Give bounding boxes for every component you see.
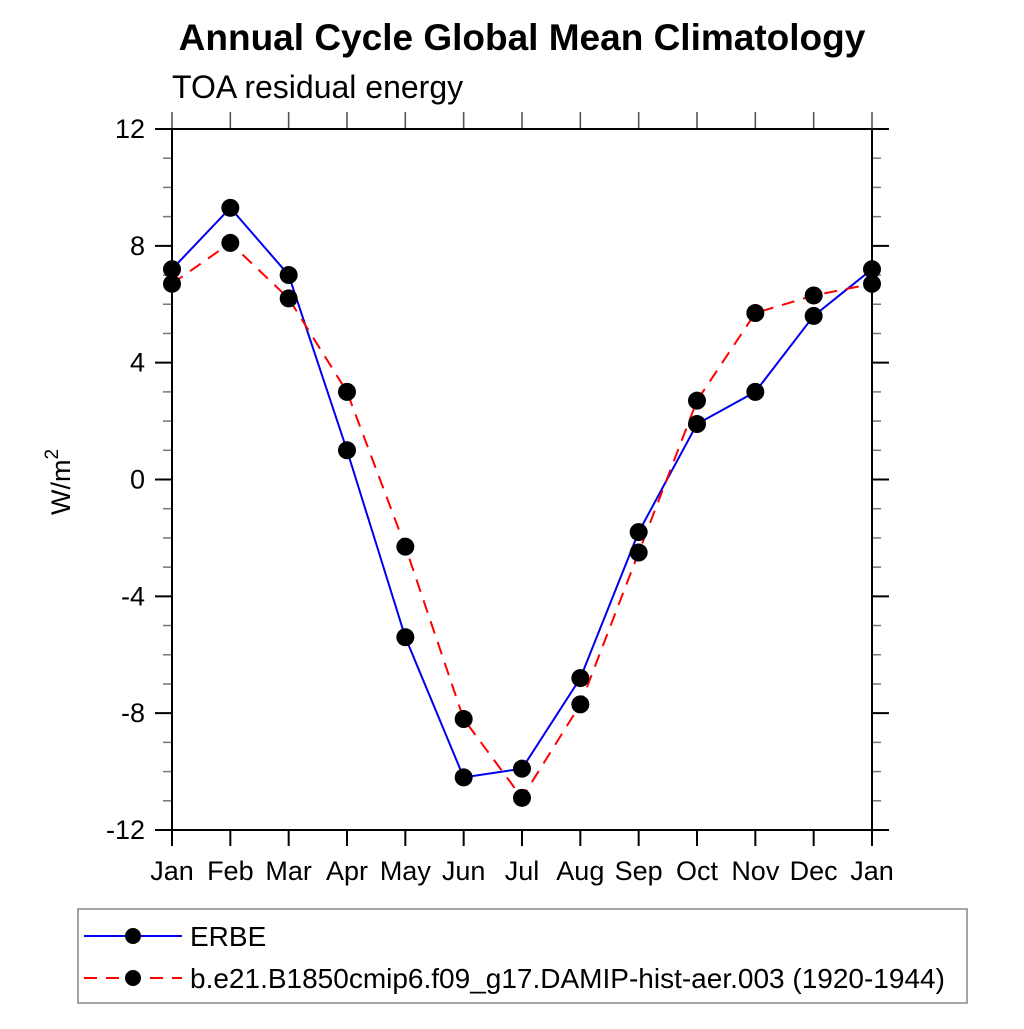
legend: ERBE b.e21.B1850cmip6.f09_g17.DAMIP-hist-… bbox=[77, 908, 968, 1004]
month-label: Oct bbox=[676, 856, 719, 886]
month-label: Nov bbox=[731, 856, 780, 886]
plot-area: -12 -8 -4 0 4 8 12 Jan Feb Mar Apr May Jun Jul Aug Sep O… bbox=[106, 112, 894, 886]
month-label: Dec bbox=[790, 856, 838, 886]
month-label: Jun bbox=[442, 856, 486, 886]
chart-subtitle: TOA residual energy bbox=[172, 69, 463, 105]
data-point bbox=[688, 415, 706, 434]
data-point bbox=[163, 274, 181, 293]
month-label: Aug bbox=[556, 856, 604, 886]
data-point bbox=[804, 306, 823, 325]
month-label: Jul bbox=[505, 856, 540, 886]
data-point bbox=[804, 286, 823, 305]
data-point bbox=[454, 710, 473, 729]
data-point bbox=[221, 233, 240, 252]
data-point bbox=[746, 382, 765, 401]
data-point bbox=[863, 260, 881, 279]
chart-title: Annual Cycle Global Mean Climatology bbox=[179, 17, 866, 58]
legend-marker bbox=[125, 928, 141, 944]
erbe-line bbox=[171, 206, 873, 779]
y-tick-label: 0 bbox=[130, 465, 145, 495]
data-point bbox=[396, 537, 415, 556]
data-point bbox=[629, 543, 648, 562]
y-tick-label: 8 bbox=[130, 231, 145, 261]
legend-label: ERBE bbox=[190, 921, 266, 952]
data-point bbox=[513, 788, 531, 807]
data-point bbox=[746, 304, 765, 323]
data-point bbox=[163, 260, 181, 279]
y-tick-label: -4 bbox=[121, 581, 145, 611]
data-point bbox=[279, 289, 298, 308]
y-axis-label-exponent: 2 bbox=[42, 449, 63, 460]
data-point bbox=[221, 198, 240, 217]
data-point bbox=[571, 695, 590, 714]
month-label: Apr bbox=[326, 856, 368, 886]
data-point bbox=[571, 669, 590, 688]
data-point bbox=[688, 391, 706, 410]
y-tick-label: 12 bbox=[115, 114, 145, 144]
data-point bbox=[454, 768, 473, 787]
data-point bbox=[338, 382, 356, 401]
month-label: May bbox=[380, 856, 432, 886]
legend-marker bbox=[125, 970, 141, 986]
month-label: Mar bbox=[265, 856, 312, 886]
y-tick-label: -12 bbox=[106, 815, 145, 845]
data-point bbox=[338, 441, 356, 460]
plot-frame bbox=[171, 128, 873, 831]
data-point bbox=[279, 266, 298, 285]
model-line bbox=[171, 241, 873, 800]
legend-box bbox=[77, 908, 968, 1004]
month-label: Sep bbox=[615, 856, 663, 886]
month-label: Jan bbox=[150, 856, 194, 886]
y-tick-label: -8 bbox=[121, 698, 145, 728]
data-point bbox=[396, 628, 415, 647]
month-label: Feb bbox=[207, 856, 254, 886]
legend-label: b.e21.B1850cmip6.f09_g17.DAMIP-hist-aer.… bbox=[190, 963, 945, 994]
data-point bbox=[513, 759, 531, 778]
y-axis-label-base: W/m bbox=[46, 460, 76, 515]
data-point bbox=[863, 274, 881, 293]
y-tick-label: 4 bbox=[130, 348, 145, 378]
y-axis-label: W/m2 bbox=[42, 449, 76, 515]
data-point bbox=[629, 523, 648, 542]
month-label: Jan bbox=[850, 856, 894, 886]
